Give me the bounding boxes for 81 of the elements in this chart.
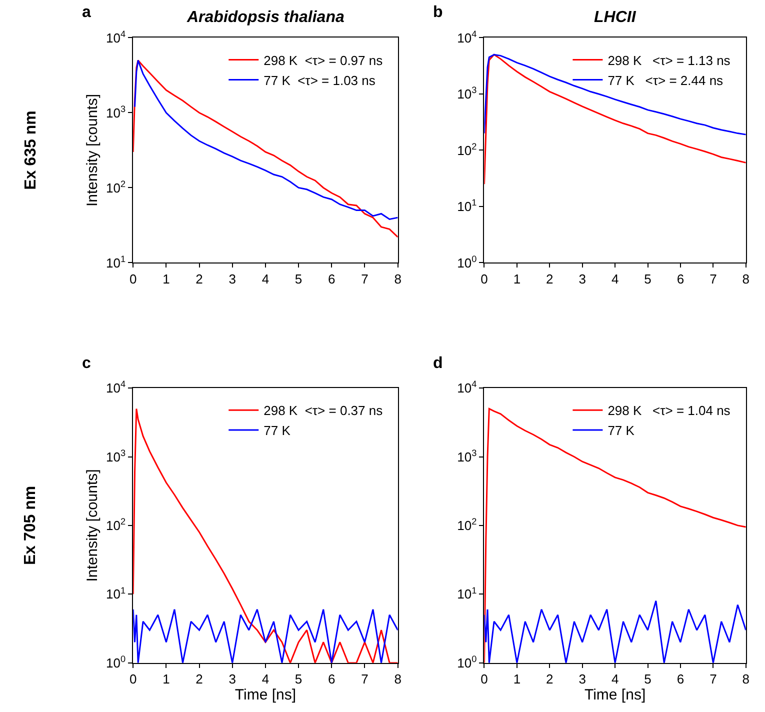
x-tick-label: 2: [546, 671, 554, 686]
x-tick-label: 4: [611, 671, 619, 686]
chart-title: a: [82, 4, 91, 21]
x-tick-label: 8: [742, 271, 750, 286]
line-series: [133, 608, 398, 663]
x-tick-label: 4: [611, 271, 619, 286]
x-tick-label: 5: [644, 271, 652, 286]
x-tick-label: 7: [361, 671, 368, 686]
y-tick-label: 10$^{1}$: [457, 198, 477, 214]
x-tick-label: 2: [196, 271, 203, 286]
x-tick-label: 3: [578, 271, 586, 286]
legend-label: 298 K <τ> = 1.04 ns: [608, 403, 731, 418]
legend-label: 77 K: [608, 423, 635, 438]
y-tick-label: 10$^{3}$: [106, 104, 126, 120]
y-tick-label: 10$^{4}$: [106, 379, 126, 396]
y-tick-label: 10$^{2}$: [106, 178, 126, 196]
x-tick-label: 7: [710, 671, 717, 686]
x-tick-label: 2: [546, 271, 554, 286]
y-tick-label: 10$^{4}$: [106, 28, 126, 46]
x-tick-label: 6: [328, 671, 336, 686]
y-tick-label: 10$^{0}$: [457, 254, 477, 270]
line-series: [484, 54, 746, 136]
y-tick-label: 10$^{2}$: [457, 516, 477, 534]
legend-label: 77 K: [264, 423, 291, 438]
x-axis-title: Time [ns]: [584, 686, 646, 704]
x-tick-label: 2: [196, 671, 203, 686]
x-tick-label: 7: [710, 271, 717, 286]
x-tick-label: 7: [361, 271, 368, 286]
legend-label: 77 K <τ> = 1.03 ns: [264, 72, 376, 88]
x-tick-label: 1: [513, 271, 521, 286]
x-tick-label: 8: [394, 271, 402, 286]
y-tick-label: 10$^{4}$: [457, 28, 477, 46]
x-tick-label: 4: [262, 271, 270, 286]
y-tick-label: 10$^{0}$: [457, 654, 477, 670]
text: Ex 635 nm: [22, 110, 40, 190]
y-tick-label: 10$^{1}$: [457, 585, 477, 602]
line-series: [484, 54, 746, 185]
text: Arabidopsis thaliana: [186, 9, 344, 26]
text: Ex 705 nm: [22, 486, 40, 566]
x-tick-label: 1: [162, 671, 170, 686]
legend-label: 298 K <τ> = 1.13 ns: [608, 52, 731, 68]
x-tick-label: 0: [129, 271, 137, 286]
legend-label: 77 K <τ> = 2.44 ns: [608, 72, 724, 88]
x-tick-label: 5: [294, 671, 302, 686]
y-tick-label: 10$^{1}$: [106, 585, 126, 602]
x-tick-label: 5: [294, 271, 302, 286]
x-tick-label: 4: [262, 671, 270, 686]
y-tick-label: 10$^{4}$: [457, 379, 477, 396]
x-tick-label: 0: [480, 271, 488, 286]
legend-label: 298 K <τ> = 0.97 ns: [264, 52, 384, 68]
x-tick-label: 1: [162, 271, 170, 286]
y-tick-label: 10$^{1}$: [106, 254, 126, 270]
line-series: [484, 600, 746, 663]
y-axis-title: Intensity [counts]: [84, 469, 102, 582]
line-series: [133, 408, 398, 663]
text: LHCII: [594, 9, 636, 26]
x-tick-label: 8: [394, 671, 402, 686]
chart-title: b: [433, 4, 443, 21]
line-series: [484, 408, 746, 663]
x-tick-label: 6: [676, 271, 684, 286]
chart-title: d: [433, 355, 443, 372]
legend-label: 298 K <τ> = 0.37 ns: [264, 403, 384, 418]
y-axis-title: Intensity [counts]: [84, 94, 102, 207]
x-tick-label: 3: [578, 671, 586, 686]
y-tick-label: 10$^{3}$: [457, 448, 477, 464]
x-tick-label: 1: [513, 671, 521, 686]
x-tick-label: 0: [480, 671, 488, 686]
x-tick-label: 6: [676, 671, 684, 686]
y-tick-label: 10$^{3}$: [457, 85, 477, 102]
x-tick-label: 5: [644, 671, 652, 686]
x-axis-title: Time [ns]: [234, 686, 296, 704]
y-tick-label: 10$^{0}$: [106, 654, 126, 670]
x-tick-label: 3: [228, 271, 236, 286]
x-tick-label: 8: [742, 671, 750, 686]
x-tick-label: 0: [129, 671, 137, 686]
x-tick-label: 6: [328, 271, 336, 286]
x-tick-label: 3: [228, 671, 236, 686]
chart-title: c: [82, 355, 91, 372]
y-tick-label: 10$^{3}$: [106, 448, 126, 464]
y-tick-label: 10$^{2}$: [106, 516, 126, 534]
y-tick-label: 10$^{2}$: [457, 141, 477, 158]
